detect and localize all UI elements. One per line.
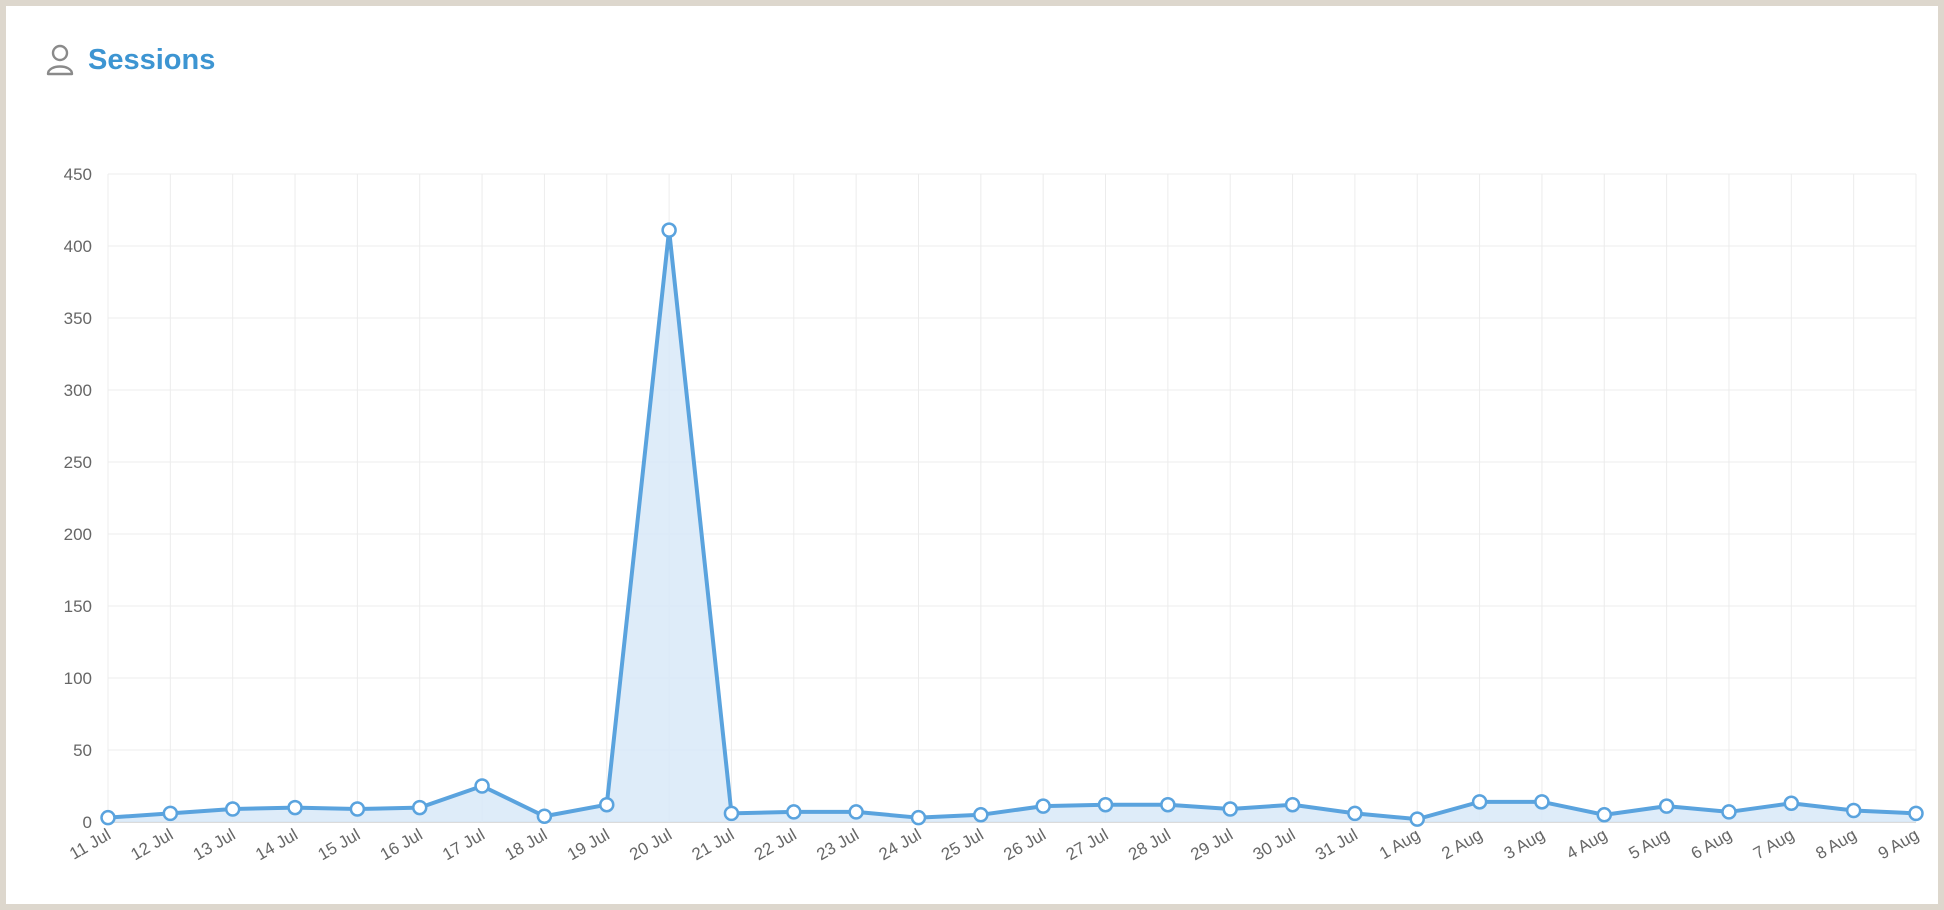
x-tick-label: 12 Jul bbox=[128, 825, 177, 864]
data-point[interactable] bbox=[1347, 805, 1363, 822]
data-point[interactable] bbox=[599, 796, 615, 813]
y-tick-label: 50 bbox=[73, 741, 92, 760]
data-point[interactable] bbox=[1783, 795, 1800, 812]
chart-grid bbox=[107, 173, 1917, 823]
x-tick-label: 31 Jul bbox=[1312, 825, 1361, 864]
y-tick-label: 450 bbox=[64, 165, 92, 184]
data-point[interactable] bbox=[1409, 811, 1425, 827]
data-point[interactable] bbox=[287, 799, 303, 816]
data-point[interactable] bbox=[910, 809, 927, 826]
x-tick-label: 2 Aug bbox=[1438, 825, 1485, 863]
data-point[interactable] bbox=[1471, 794, 1488, 810]
x-axis: 11 Jul 12 Jul 13 Jul 14 Jul 15 Jul 16 Jul 17 J… bbox=[66, 825, 1922, 864]
data-point[interactable] bbox=[1035, 798, 1051, 814]
x-tick-label: 23 Jul bbox=[813, 825, 862, 864]
sessions-area bbox=[108, 230, 1916, 822]
data-point[interactable] bbox=[1097, 796, 1114, 813]
data-point[interactable] bbox=[536, 808, 553, 824]
data-point[interactable] bbox=[848, 804, 864, 820]
data-point[interactable] bbox=[1845, 802, 1862, 819]
chart-title: Sessions bbox=[88, 43, 216, 76]
points-layer bbox=[100, 222, 1924, 827]
x-tick-label: 13 Jul bbox=[190, 825, 239, 864]
data-point[interactable] bbox=[1534, 794, 1550, 810]
x-tick-label: 7 Aug bbox=[1750, 825, 1797, 863]
x-tick-label: 17 Jul bbox=[439, 825, 488, 864]
x-tick-label: 27 Jul bbox=[1063, 825, 1112, 864]
x-tick-label: 19 Jul bbox=[564, 825, 613, 864]
line-layer bbox=[107, 229, 1917, 822]
x-tick-label: 8 Aug bbox=[1812, 825, 1859, 863]
x-tick-label: 16 Jul bbox=[377, 825, 426, 864]
data-point[interactable] bbox=[973, 807, 989, 823]
x-tick-label: 4 Aug bbox=[1563, 825, 1610, 863]
y-tick-label: 350 bbox=[64, 309, 92, 328]
data-point[interactable] bbox=[474, 778, 490, 794]
x-tick-label: 24 Jul bbox=[876, 825, 925, 864]
y-tick-label: 150 bbox=[64, 597, 92, 616]
y-tick-label: 200 bbox=[64, 525, 92, 544]
data-point[interactable] bbox=[1222, 801, 1238, 817]
x-tick-label: 15 Jul bbox=[315, 825, 364, 864]
x-tick-label: 6 Aug bbox=[1688, 825, 1735, 863]
data-point[interactable] bbox=[100, 809, 116, 826]
x-tick-label: 9 Aug bbox=[1875, 825, 1922, 863]
data-point[interactable] bbox=[1721, 804, 1737, 820]
data-point[interactable] bbox=[224, 801, 241, 817]
x-tick-label: 14 Jul bbox=[252, 825, 301, 864]
data-point[interactable] bbox=[349, 801, 366, 817]
y-tick-label: 400 bbox=[64, 237, 92, 256]
y-tick-label: 100 bbox=[64, 669, 92, 688]
x-tick-label: 18 Jul bbox=[502, 825, 551, 864]
data-point[interactable] bbox=[411, 799, 428, 816]
sessions-card: Sessions bbox=[6, 6, 1938, 904]
data-point[interactable] bbox=[1658, 798, 1675, 814]
x-tick-label: 1 Aug bbox=[1376, 825, 1423, 863]
data-point[interactable] bbox=[1908, 805, 1924, 822]
x-tick-label: 3 Aug bbox=[1501, 825, 1548, 863]
y-axis: 0 50 100 150 200 250 300 350 400 450 bbox=[64, 165, 92, 832]
data-point[interactable] bbox=[661, 222, 677, 238]
y-tick-label: 0 bbox=[83, 813, 92, 832]
area-layer bbox=[108, 230, 1916, 822]
x-tick-label: 20 Jul bbox=[626, 825, 675, 864]
y-tick-label: 300 bbox=[64, 381, 92, 400]
x-tick-label: 5 Aug bbox=[1625, 825, 1672, 863]
sessions-line bbox=[107, 229, 1917, 822]
y-tick-label: 250 bbox=[64, 453, 92, 472]
x-tick-label: 21 Jul bbox=[689, 825, 738, 864]
x-tick-label: 26 Jul bbox=[1000, 825, 1049, 864]
user-icon bbox=[44, 42, 76, 78]
data-point[interactable] bbox=[723, 805, 740, 822]
x-tick-label: 22 Jul bbox=[751, 825, 800, 864]
data-point[interactable] bbox=[1284, 796, 1301, 813]
x-tick-label: 30 Jul bbox=[1250, 825, 1299, 864]
data-point[interactable] bbox=[162, 805, 179, 822]
x-tick-label: 29 Jul bbox=[1187, 825, 1236, 864]
data-point[interactable] bbox=[786, 804, 802, 820]
data-point[interactable] bbox=[1596, 807, 1613, 823]
x-tick-label: 28 Jul bbox=[1125, 825, 1174, 864]
x-tick-label: 25 Jul bbox=[938, 825, 987, 864]
card-header: Sessions bbox=[44, 42, 215, 78]
data-point[interactable] bbox=[1160, 796, 1176, 813]
